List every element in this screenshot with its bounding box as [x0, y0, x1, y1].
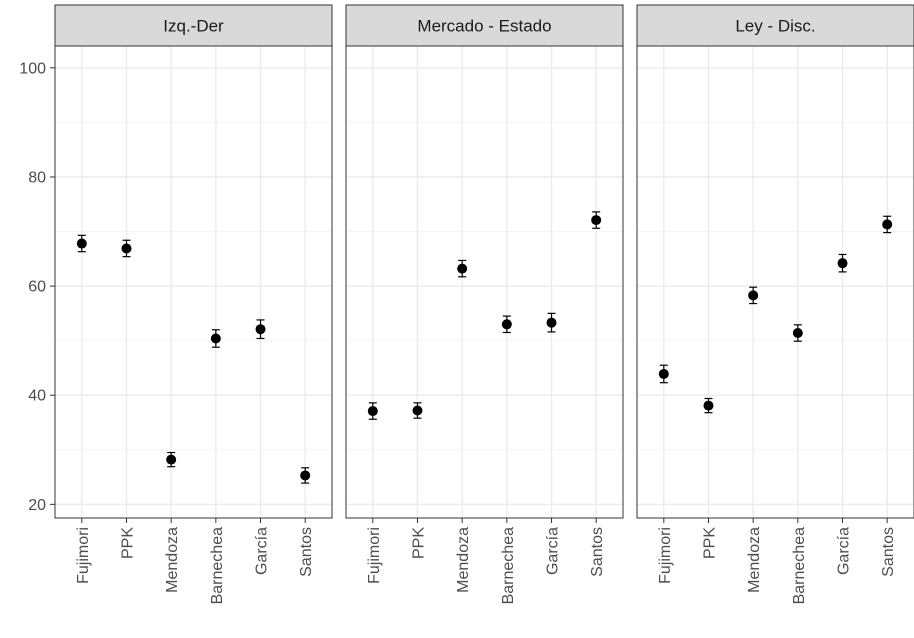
- panel-border: [54, 45, 333, 519]
- x-tick-label: Mendoza: [164, 527, 181, 593]
- data-point-ppk: [412, 402, 423, 419]
- point-marker: [882, 219, 893, 230]
- point-marker: [166, 454, 177, 465]
- point-marker: [457, 263, 468, 274]
- x-tick-label: Mendoza: [746, 527, 763, 593]
- facet-strip-label: Mercado - Estado: [417, 17, 551, 36]
- facet-strip: [54, 4, 333, 47]
- x-tick-label: Barnechea: [791, 527, 808, 604]
- x-tick-label: Barnechea: [500, 527, 517, 604]
- panel-background: [637, 46, 914, 518]
- point-marker: [703, 400, 714, 411]
- x-tick-label: Barnechea: [209, 527, 226, 604]
- data-point-fujimori: [76, 234, 87, 253]
- facet-strip: [636, 4, 914, 47]
- data-point-ppk: [121, 239, 132, 258]
- point-marker: [210, 333, 221, 344]
- point-marker: [121, 243, 132, 254]
- panel-background: [55, 46, 332, 518]
- point-marker: [255, 324, 266, 335]
- facet-panel-mercado-estado: Mercado - Estado Fujimori PPK Mendoza Barnec…: [345, 4, 624, 604]
- panel-border: [636, 45, 914, 519]
- x-tick-label: PPK: [410, 527, 427, 559]
- point-marker: [837, 258, 848, 269]
- point-marker: [546, 317, 557, 328]
- data-point-barnechea: [501, 315, 512, 334]
- x-tick-label: PPK: [701, 527, 718, 559]
- x-tick-label: García: [254, 527, 271, 575]
- data-point-santos: [300, 467, 311, 484]
- point-marker: [792, 328, 803, 339]
- data-point-garcia: [546, 312, 557, 333]
- data-point-mendoza: [748, 286, 759, 305]
- panel-background: [346, 46, 623, 518]
- point-marker: [367, 406, 378, 417]
- x-tick-label: Santos: [298, 527, 315, 577]
- panel-border: [345, 45, 624, 519]
- data-point-barnechea: [792, 324, 803, 342]
- y-tick-label: 20: [28, 497, 46, 514]
- x-tick-label: Fujimori: [657, 527, 674, 584]
- y-tick-label: 40: [28, 388, 46, 405]
- x-tick-label: Fujimori: [366, 527, 383, 584]
- x-tick-label: Fujimori: [75, 527, 92, 584]
- data-point-santos: [882, 215, 893, 234]
- y-axis: 20 40 60 80 100: [19, 60, 55, 514]
- x-tick-label: PPK: [119, 527, 136, 559]
- point-marker: [591, 215, 602, 226]
- x-tick-label: Santos: [880, 527, 897, 577]
- facet-panels: Izq.-Der Fujimori PPK Mendoza Barnechea Garcí…: [54, 4, 914, 604]
- facet-panel-izq-der: Izq.-Der Fujimori PPK Mendoza Barnechea Garcí…: [54, 4, 333, 604]
- x-tick-label: Santos: [589, 527, 606, 577]
- point-marker: [501, 319, 512, 330]
- data-point-garcia: [255, 319, 266, 340]
- facet-strip-label: Izq.-Der: [163, 17, 224, 36]
- x-tick-label: García: [545, 527, 562, 575]
- point-marker: [748, 290, 759, 301]
- y-tick-label: 60: [28, 279, 46, 296]
- data-point-santos: [591, 211, 602, 229]
- point-marker: [300, 470, 311, 481]
- y-tick-label: 100: [19, 60, 46, 77]
- data-point-barnechea: [210, 329, 221, 348]
- y-tick-label: 80: [28, 169, 46, 186]
- x-tick-label: García: [836, 527, 853, 575]
- x-tick-label: Mendoza: [455, 527, 472, 593]
- data-point-fujimori: [367, 402, 378, 420]
- point-marker: [658, 368, 669, 379]
- data-point-garcia: [837, 253, 848, 273]
- data-point-fujimori: [658, 364, 669, 384]
- point-marker: [76, 238, 87, 249]
- facet-strip-label: Ley - Disc.: [735, 17, 815, 36]
- point-marker: [412, 405, 423, 416]
- facet-strip: [345, 4, 624, 47]
- data-point-mendoza: [166, 451, 177, 468]
- data-point-ppk: [703, 397, 714, 414]
- data-point-mendoza: [457, 259, 468, 278]
- facet-panel-ley-disc: Ley - Disc. Fujimori PPK Mendoza Barnechea Ga…: [636, 4, 914, 604]
